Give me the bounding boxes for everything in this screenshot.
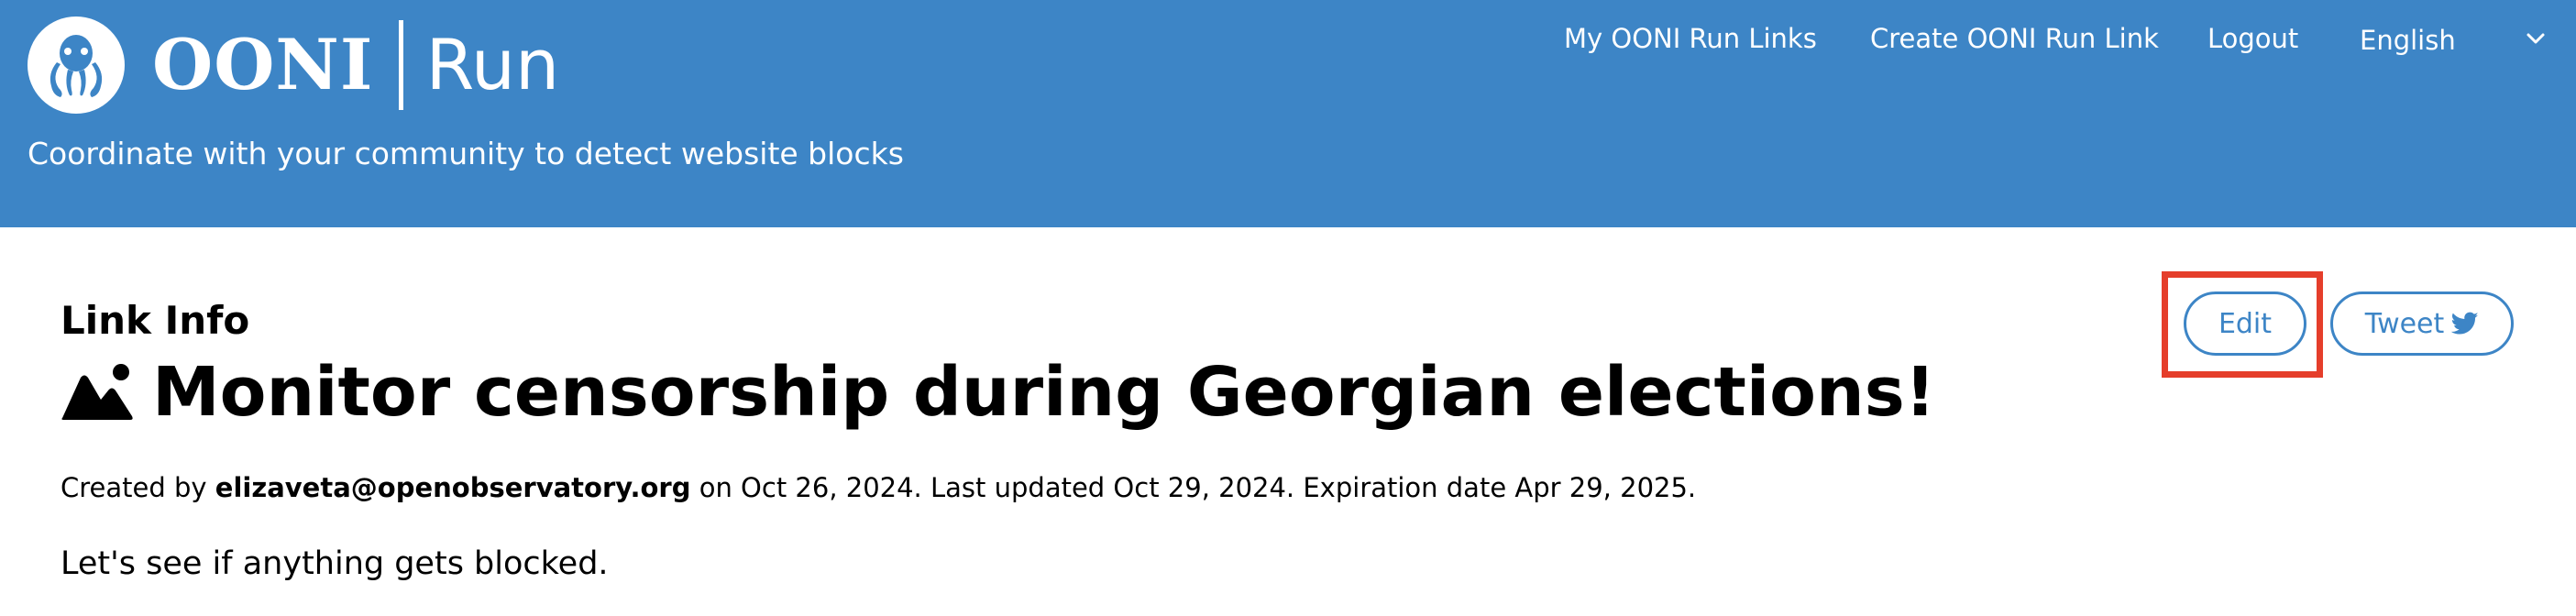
edit-button-label: Edit xyxy=(2218,307,2273,340)
ooni-run-logo[interactable]: OONI Run xyxy=(28,16,559,114)
meta-created-by-label: Created by xyxy=(61,472,215,503)
logo-divider xyxy=(399,20,404,110)
link-metadata: Created by elizaveta@openobservatory.org… xyxy=(61,468,1696,508)
meta-dates: on Oct 26, 2024. Last updated Oct 29, 20… xyxy=(690,472,1697,503)
author-email: elizaveta@openobservatory.org xyxy=(215,472,691,503)
edit-button[interactable]: Edit xyxy=(2184,292,2306,356)
link-title-row: Monitor censorship during Georgian elect… xyxy=(61,348,1936,436)
ooni-wordmark: OONI xyxy=(152,24,374,105)
chevron-down-icon[interactable] xyxy=(2525,28,2547,50)
section-title: Link Info xyxy=(61,298,250,343)
tweet-button[interactable]: Tweet xyxy=(2330,292,2514,356)
run-wordmark: Run xyxy=(425,24,560,105)
site-header: OONI Run Coordinate with your community … xyxy=(0,0,2576,227)
language-select[interactable]: English xyxy=(2360,25,2456,56)
link-image-icon xyxy=(61,364,133,420)
top-nav: My OONI Run Links Create OONI Run Link L… xyxy=(0,20,2576,57)
tweet-button-label: Tweet xyxy=(2364,307,2445,340)
nav-logout[interactable]: Logout xyxy=(2207,23,2299,54)
octopus-logo-icon xyxy=(28,16,125,114)
tagline: Coordinate with your community to detect… xyxy=(28,136,904,171)
link-description: Let's see if anything gets blocked. xyxy=(61,545,609,582)
link-title: Monitor censorship during Georgian elect… xyxy=(152,353,1936,432)
nav-create-ooni-run-link[interactable]: Create OONI Run Link xyxy=(1870,23,2159,54)
nav-my-ooni-run-links[interactable]: My OONI Run Links xyxy=(1564,23,1817,54)
edit-button-highlight xyxy=(2162,271,2323,378)
twitter-bird-icon xyxy=(2451,312,2479,335)
